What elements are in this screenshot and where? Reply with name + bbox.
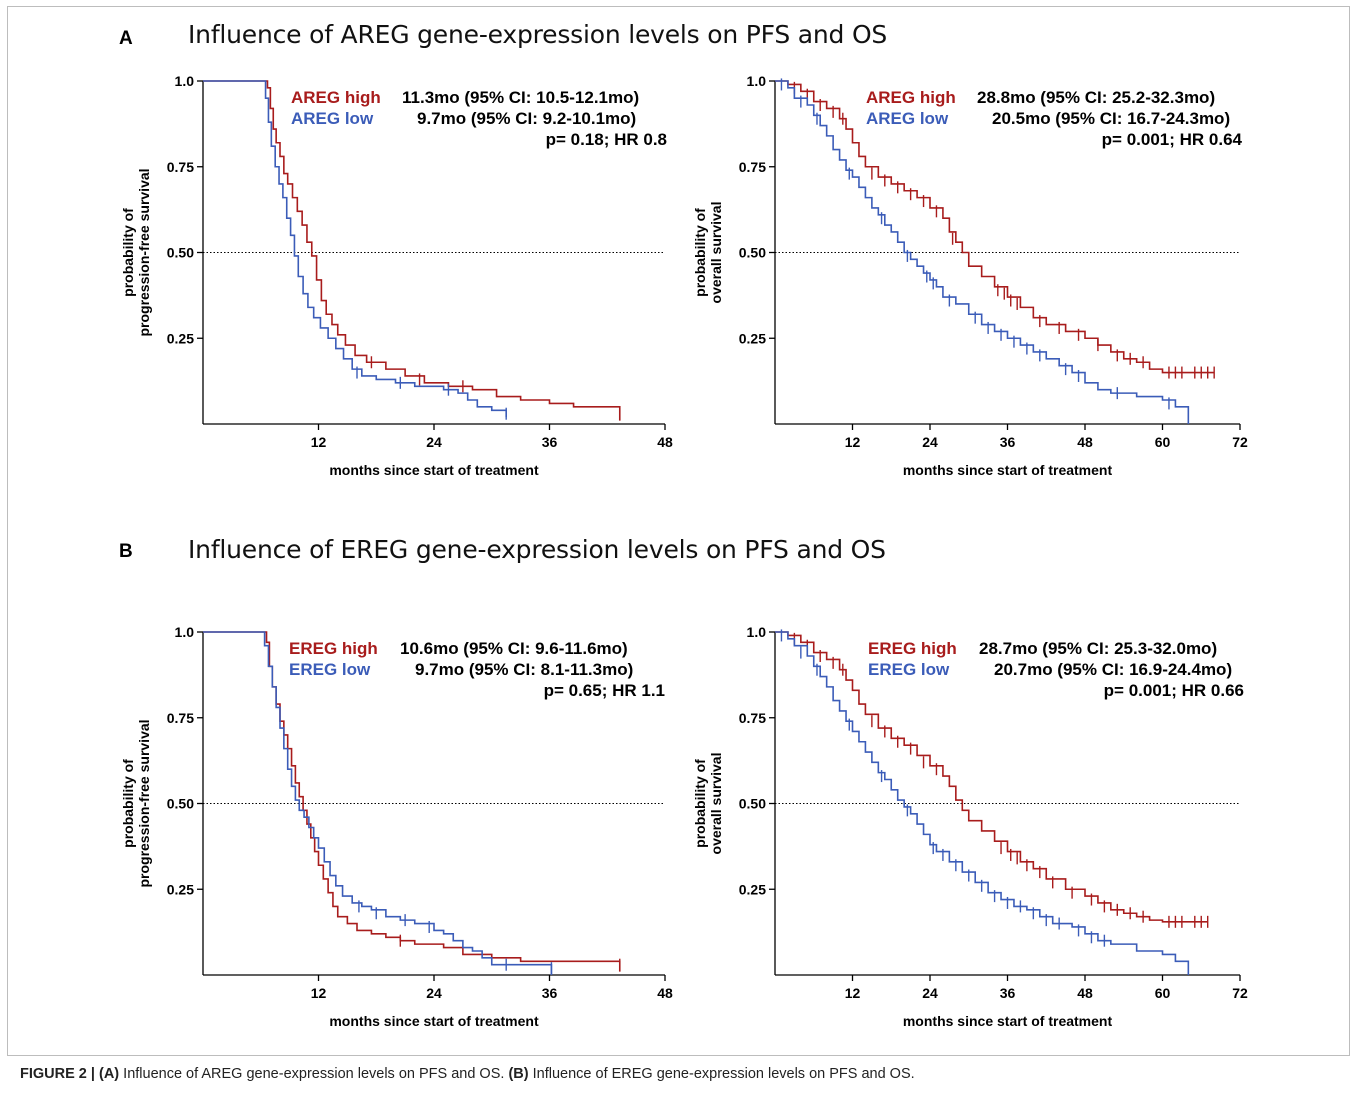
x-tick-label: 60: [1155, 434, 1171, 450]
legend-high-label: EREG high: [868, 639, 957, 658]
legend-high-label: AREG high: [866, 88, 956, 107]
x-axis-label: months since start of treatment: [903, 1013, 1113, 1029]
legend-high-median: 10.6mo (95% CI: 9.6-11.6mo): [400, 639, 628, 658]
legend-low-median: 9.7mo (95% CI: 9.2-10.1mo): [417, 109, 636, 128]
x-tick-label: 36: [542, 985, 558, 1001]
y-axis-label-line1: probability of: [692, 759, 708, 848]
x-tick-label: 60: [1155, 985, 1171, 1001]
legend-stats: p= 0.18; HR 0.8: [546, 130, 667, 149]
caption-b-text: Influence of EREG gene-expression levels…: [528, 1066, 915, 1082]
y-tick-label: 1.0: [175, 73, 195, 89]
caption-a-tag: (A): [99, 1066, 120, 1082]
x-tick-label: 36: [1000, 985, 1016, 1001]
panel-letter-b: B: [119, 541, 133, 562]
x-tick-label: 24: [426, 985, 442, 1001]
y-tick-label: 0.25: [739, 330, 766, 346]
legend-high-median: 28.8mo (95% CI: 25.2-32.3mo): [977, 88, 1215, 107]
y-axis-label: probability of progression-free survival: [120, 168, 152, 336]
y-tick-label: 1.0: [747, 624, 767, 640]
panel-title-a: Influence of AREG gene-expression levels…: [188, 20, 888, 49]
x-tick-label: 48: [657, 985, 673, 1001]
y-axis-label: probability of progression-free survival: [120, 719, 152, 887]
caption-a-text: Influence of AREG gene-expression levels…: [119, 1066, 509, 1082]
x-tick-label: 72: [1232, 985, 1248, 1001]
legend-low-median: 20.7mo (95% CI: 16.9-24.4mo): [994, 660, 1232, 679]
x-tick-label: 12: [311, 985, 327, 1001]
y-tick-label: 0.25: [167, 881, 194, 897]
y-tick-label: 0.75: [167, 710, 194, 726]
x-tick-label: 24: [922, 985, 938, 1001]
y-tick-label: 0.25: [167, 330, 194, 346]
series-line-high: [203, 80, 621, 421]
y-axis-label-line1: probability of: [120, 208, 136, 297]
y-axis-label: probability of overall survival: [692, 202, 724, 304]
legend-stats: p= 0.001; HR 0.66: [1104, 681, 1244, 700]
y-tick-label: 0.25: [739, 881, 766, 897]
y-tick-label: 0.50: [167, 245, 194, 261]
x-axis-label: months since start of treatment: [903, 462, 1113, 478]
legend-low-label: AREG low: [866, 109, 949, 128]
x-tick-label: 48: [1077, 985, 1093, 1001]
x-tick-label: 12: [311, 434, 327, 450]
series-line-low: [775, 631, 1190, 975]
legend-stats: p= 0.001; HR 0.64: [1102, 130, 1243, 149]
x-tick-label: 12: [845, 985, 861, 1001]
x-axis-label: months since start of treatment: [329, 1013, 539, 1029]
y-tick-label: 0.75: [739, 159, 766, 175]
y-tick-label: 1.0: [747, 73, 767, 89]
x-tick-label: 24: [922, 434, 938, 450]
x-tick-label: 48: [657, 434, 673, 450]
x-tick-label: 24: [426, 434, 442, 450]
series-line-low: [203, 80, 507, 418]
caption-b-tag: (B): [508, 1066, 529, 1082]
figure-caption: FIGURE 2 | (A) Influence of AREG gene-ex…: [20, 1066, 915, 1082]
y-tick-label: 0.75: [167, 159, 194, 175]
x-tick-label: 72: [1232, 434, 1248, 450]
legend-high-median: 28.7mo (95% CI: 25.3-32.0mo): [979, 639, 1217, 658]
y-axis-label-line2: progression-free survival: [136, 719, 152, 887]
y-tick-label: 0.50: [739, 796, 766, 812]
y-tick-label: 0.50: [167, 796, 194, 812]
legend-low-label: EREG low: [868, 660, 950, 679]
legend-high-median: 11.3mo (95% CI: 10.5-12.1mo): [402, 88, 639, 107]
y-axis-label-line2: overall survival: [708, 753, 724, 855]
legend-low-label: AREG low: [291, 109, 374, 128]
legend-low-median: 20.5mo (95% CI: 16.7-24.3mo): [992, 109, 1230, 128]
legend-high-label: AREG high: [291, 88, 381, 107]
panel-title-b: Influence of EREG gene-expression levels…: [188, 535, 886, 564]
legend-high-label: EREG high: [289, 639, 378, 658]
legend-stats: p= 0.65; HR 1.1: [544, 681, 665, 700]
y-axis-label: probability of overall survival: [692, 753, 724, 855]
y-axis-label-line2: overall survival: [708, 202, 724, 304]
y-tick-label: 1.0: [175, 624, 195, 640]
caption-label: FIGURE 2 |: [20, 1066, 95, 1082]
figure-frame: [7, 6, 1350, 1056]
x-tick-label: 48: [1077, 434, 1093, 450]
x-axis-label: months since start of treatment: [329, 462, 539, 478]
series-line-low: [203, 631, 553, 975]
series-line-high: [775, 631, 1208, 923]
y-axis-label-line1: probability of: [120, 759, 136, 848]
y-tick-label: 0.75: [739, 710, 766, 726]
x-tick-label: 36: [1000, 434, 1016, 450]
series-line-low: [775, 80, 1190, 424]
legend-low-median: 9.7mo (95% CI: 8.1-11.3mo): [415, 660, 633, 679]
x-tick-label: 36: [542, 434, 558, 450]
y-tick-label: 0.50: [739, 245, 766, 261]
legend-low-label: EREG low: [289, 660, 371, 679]
y-axis-label-line2: progression-free survival: [136, 168, 152, 336]
x-tick-label: 12: [845, 434, 861, 450]
panel-letter-a: A: [119, 28, 133, 49]
y-axis-label-line1: probability of: [692, 208, 708, 297]
